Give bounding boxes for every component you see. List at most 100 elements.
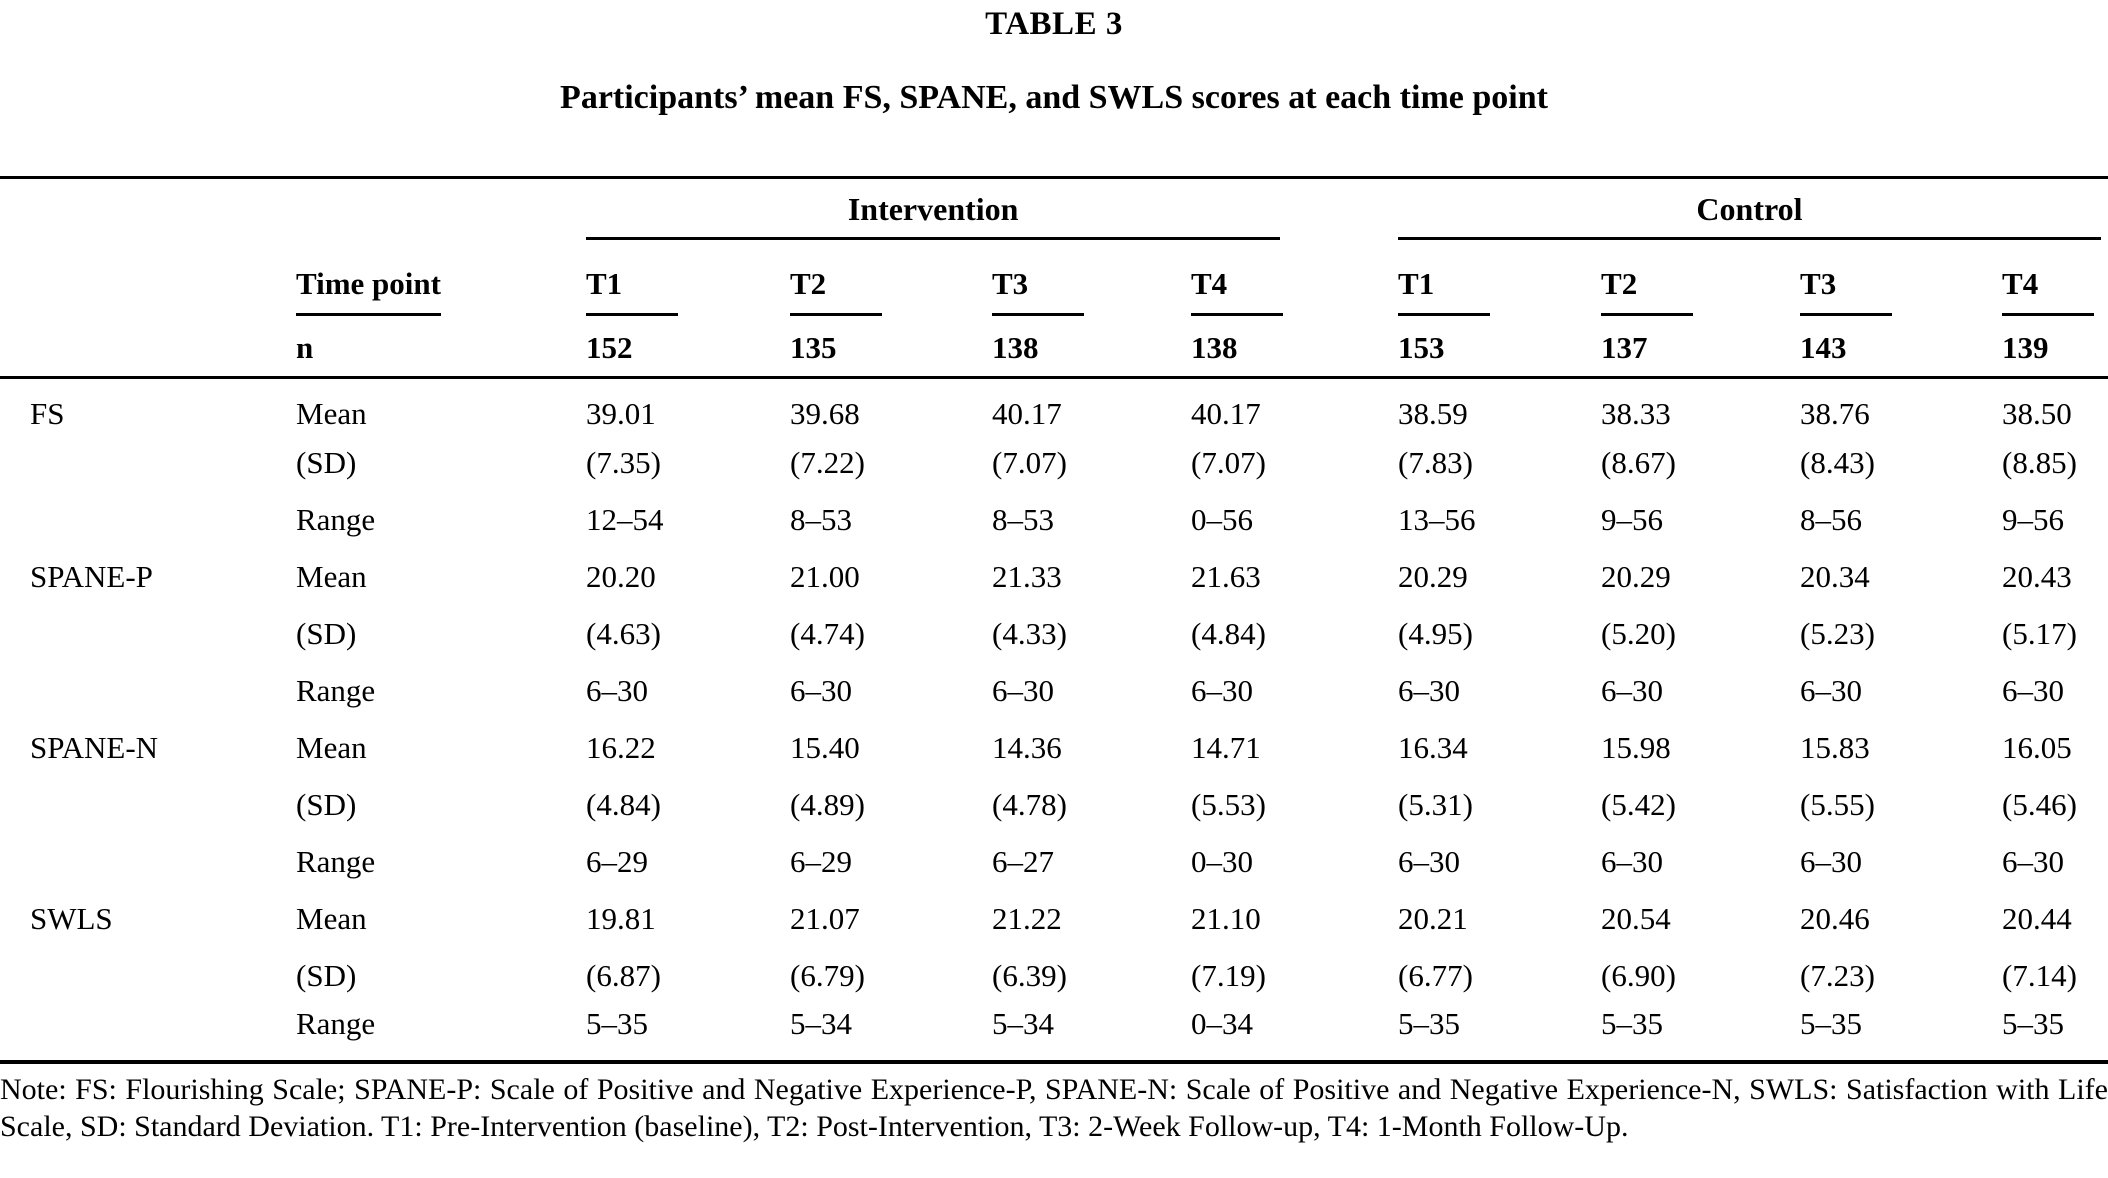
scale-label — [0, 663, 296, 720]
timepoint-t3-intervention: T3 — [992, 266, 1084, 316]
value-cell: (6.87) — [586, 958, 661, 993]
value-cell: 0–34 — [1191, 1004, 1399, 1064]
stat-label: (SD) — [296, 616, 357, 651]
value-cell: 13–56 — [1398, 502, 1476, 537]
value-cell: (5.42) — [1601, 787, 1676, 822]
timepoint-header-cell: T2 — [790, 240, 992, 316]
table-caption: Participants’ mean FS, SPANE, and SWLS s… — [560, 79, 1548, 116]
table-head: Intervention Control Time point T1 T2 T3… — [0, 176, 2108, 379]
value-cell: 21.22 — [992, 901, 1062, 936]
value-cell: (7.22) — [790, 445, 865, 480]
table-row: Range 5–35 5–34 5–34 0–34 5–35 5–35 5–35… — [0, 1004, 2108, 1064]
n-header-row: n 152 135 138 138 153 137 143 139 — [0, 315, 2108, 379]
value-cell: 8–56 — [1800, 502, 1863, 537]
table-row: FS Mean 39.01 39.68 40.17 40.17 38.59 38… — [0, 378, 2108, 435]
group-header-row: Intervention Control — [0, 176, 2108, 240]
value-cell: (4.95) — [1398, 616, 1473, 651]
timepoint-header-cell: T2 — [1601, 240, 1800, 316]
value-cell: 14.71 — [1191, 730, 1261, 765]
timepoint-t2-intervention: T2 — [790, 266, 882, 316]
value-cell: 15.98 — [1601, 730, 1671, 765]
stat-label: Range — [296, 502, 376, 537]
table-number-label: TABLE 3 — [985, 6, 1123, 42]
scale-label — [0, 492, 296, 549]
value-cell: 20.54 — [1601, 901, 1671, 936]
value-cell: (6.77) — [1398, 958, 1473, 993]
stat-label: (SD) — [296, 958, 357, 993]
timepoint-t2-control: T2 — [1601, 266, 1694, 316]
value-cell: (7.23) — [1800, 958, 1875, 993]
value-cell: 6–30 — [2002, 844, 2065, 879]
value-cell: (4.63) — [586, 616, 661, 651]
table-row: SPANE-N Mean 16.22 15.40 14.36 14.71 16.… — [0, 720, 2108, 777]
value-cell: 5–35 — [1800, 1004, 2003, 1064]
timepoint-header-row: Time point T1 T2 T3 T4 T1 T2 T3 T4 — [0, 240, 2108, 316]
value-cell: 12–54 — [586, 502, 664, 537]
value-cell: 5–35 — [586, 1004, 790, 1064]
value-cell: (7.07) — [992, 445, 1067, 480]
value-cell: 5–35 — [2002, 1004, 2108, 1064]
value-cell: 20.20 — [586, 559, 656, 594]
value-cell: 8–53 — [790, 502, 852, 537]
timepoint-t4-intervention: T4 — [1191, 266, 1283, 316]
value-cell: 5–34 — [790, 1004, 992, 1064]
timepoint-header-cell: T1 — [586, 240, 790, 316]
scale-label — [0, 435, 296, 492]
table-row: (SD) (4.63) (4.74) (4.33) (4.84) (4.95) … — [0, 606, 2108, 663]
value-cell: 20.29 — [1398, 559, 1468, 594]
scale-label — [0, 777, 296, 834]
scale-label — [0, 834, 296, 891]
empty-header-cell — [0, 176, 296, 240]
value-cell: 38.59 — [1398, 395, 1468, 431]
group-header-intervention-cell: Intervention — [586, 176, 1399, 240]
empty-header-cell — [296, 176, 586, 240]
value-cell: (8.85) — [2002, 445, 2077, 480]
value-cell: (5.17) — [2002, 616, 2077, 651]
value-cell: 6–30 — [1601, 844, 1664, 879]
value-cell: (5.20) — [1601, 616, 1676, 651]
group-header-control: Control — [1398, 191, 2101, 240]
value-cell: 21.00 — [790, 559, 860, 594]
value-cell: 6–30 — [1800, 844, 1863, 879]
value-cell: 15.40 — [790, 730, 860, 765]
value-cell: (7.07) — [1191, 445, 1266, 480]
group-header-control-cell: Control — [1398, 176, 2108, 240]
value-cell: 6–29 — [790, 844, 852, 879]
table-row: SPANE-P Mean 20.20 21.00 21.33 21.63 20.… — [0, 549, 2108, 606]
value-cell: (4.89) — [790, 787, 865, 822]
value-cell: 5–35 — [1398, 1004, 1602, 1064]
value-cell: 6–27 — [992, 844, 1054, 879]
value-cell: (6.39) — [992, 958, 1067, 993]
value-cell: 6–29 — [586, 844, 648, 879]
n-value-cell: 135 — [790, 315, 992, 379]
stat-label: (SD) — [296, 445, 357, 480]
value-cell: 21.33 — [992, 559, 1062, 594]
value-cell: 21.10 — [1191, 901, 1261, 936]
timepoint-t3-control: T3 — [1800, 266, 1893, 316]
value-cell: (5.23) — [1800, 616, 1875, 651]
value-cell: 20.34 — [1800, 559, 1870, 594]
n-value-cell: 139 — [2002, 315, 2108, 379]
table-row: Range 6–30 6–30 6–30 6–30 6–30 6–30 6–30… — [0, 663, 2108, 720]
value-cell: 6–30 — [992, 673, 1054, 708]
value-cell: (5.55) — [1800, 787, 1875, 822]
value-cell: 38.50 — [2002, 395, 2072, 431]
scale-label — [0, 606, 296, 663]
scale-label: SWLS — [30, 901, 113, 936]
timepoint-t1-control: T1 — [1398, 266, 1491, 316]
timepoint-label: Time point — [296, 266, 441, 316]
value-cell: 20.44 — [2002, 901, 2072, 936]
stat-label: Mean — [296, 395, 367, 431]
value-cell: (7.14) — [2002, 958, 2077, 993]
n-value-cell: 153 — [1398, 315, 1602, 379]
scale-label — [0, 948, 296, 1005]
timepoint-header-cell: T3 — [1800, 240, 2002, 316]
table-row: (SD) (7.35) (7.22) (7.07) (7.07) (7.83) … — [0, 435, 2108, 492]
value-cell: (7.19) — [1191, 958, 1266, 993]
table-row: (SD) (6.87) (6.79) (6.39) (7.19) (6.77) … — [0, 948, 2108, 1005]
value-cell: (8.67) — [1601, 445, 1676, 480]
timepoint-header-cell: Time point — [296, 240, 586, 316]
value-cell: 39.01 — [586, 395, 656, 431]
stat-label: (SD) — [296, 787, 357, 822]
